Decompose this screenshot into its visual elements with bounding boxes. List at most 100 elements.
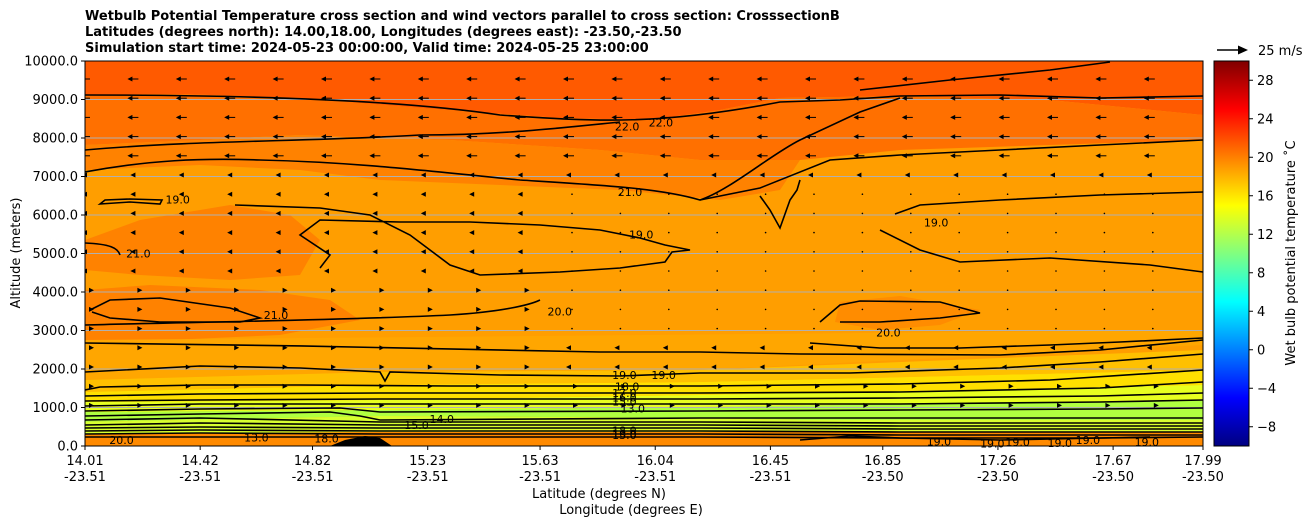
wind-vector	[420, 268, 426, 274]
wind-vector	[563, 134, 568, 140]
x-axis-label-latitude: Latitude (degrees N)	[532, 487, 666, 502]
wind-vector	[1055, 193, 1057, 195]
wind-vector	[466, 134, 472, 140]
y-tick-label: 7000.0	[33, 170, 79, 185]
wind-vector	[910, 251, 912, 253]
wind-vector	[1103, 327, 1106, 330]
wind-vector	[853, 134, 859, 140]
wind-vector	[808, 172, 813, 178]
colorbar-tick-label: 28	[1257, 74, 1274, 89]
wind-vector	[324, 268, 329, 274]
wind-vector	[1143, 114, 1149, 120]
wind-vector	[89, 345, 94, 351]
wind-vector	[420, 210, 426, 216]
wind-vector	[998, 95, 1004, 101]
wind-vector	[427, 402, 433, 408]
wind-vector	[910, 193, 912, 195]
wind-vector	[372, 210, 378, 216]
contour-label: 15.0	[404, 419, 429, 432]
wind-vector	[427, 364, 433, 370]
wind-vector	[524, 345, 530, 351]
wind-vector	[861, 270, 864, 272]
contour-line	[85, 399, 1203, 407]
wind-vector	[1001, 172, 1007, 178]
wind-vector	[1055, 212, 1057, 215]
contour-label: 19.0	[651, 369, 676, 382]
wind-vector	[427, 306, 433, 312]
wind-vector	[998, 134, 1004, 140]
wind-vector	[813, 327, 815, 330]
wind-vector	[130, 191, 136, 197]
wind-vector	[524, 306, 530, 312]
wind-vector	[998, 76, 1004, 82]
wind-vector	[466, 76, 472, 82]
contour-label: 19.0	[980, 437, 1005, 450]
wind-vector	[958, 231, 960, 234]
wind-vector	[1152, 251, 1154, 253]
wind-vector	[716, 327, 718, 330]
wind-vector	[901, 114, 907, 120]
contour-line	[85, 422, 1203, 427]
wind-vector	[321, 134, 326, 140]
contour-label: 21.0	[126, 248, 151, 261]
wind-vector	[524, 326, 530, 332]
wind-vector	[175, 114, 181, 120]
wind-vector	[275, 249, 281, 255]
wind-vector	[1098, 364, 1104, 370]
wind-vector	[282, 306, 288, 312]
wind-vector	[1055, 231, 1057, 234]
colorbar-tick-label: 4	[1257, 305, 1265, 320]
x-tick-label-lon: -23.50	[1092, 470, 1134, 485]
wind-vector	[813, 231, 815, 234]
wind-vector	[1103, 270, 1106, 272]
x-tick-label-lon: -23.51	[64, 470, 106, 485]
wind-vector	[324, 249, 329, 255]
wind-vector	[524, 287, 530, 293]
contour-line	[759, 179, 801, 230]
colorbar-tick-label: 12	[1257, 228, 1274, 243]
contour-label: 19.0	[1076, 434, 1101, 447]
wind-vector	[469, 230, 475, 236]
wind-vector	[331, 326, 336, 332]
wind-vector	[708, 134, 714, 140]
wind-vector	[1152, 289, 1154, 292]
wind-vector	[805, 134, 810, 140]
contour-label: 16.0	[612, 428, 637, 441]
colorbar-tick-label: 8	[1257, 266, 1265, 281]
wind-vector	[514, 76, 520, 82]
wind-vector	[1103, 308, 1106, 311]
x-tick-label-lat: 14.42	[182, 454, 219, 469]
contour-line	[85, 407, 1203, 413]
wind-vector	[863, 383, 869, 389]
wind-vector	[716, 251, 718, 253]
wind-vector	[960, 383, 966, 389]
contour-line	[85, 432, 1203, 436]
wind-vector	[805, 153, 810, 159]
wind-vector	[813, 212, 815, 215]
wind-vector	[813, 289, 815, 292]
wind-vector	[764, 270, 767, 272]
wind-vector	[89, 402, 94, 408]
wind-vector	[756, 153, 762, 159]
wind-vector	[324, 230, 329, 236]
wind-vector	[853, 95, 859, 101]
wind-vector	[904, 364, 910, 370]
wind-vector	[369, 153, 375, 159]
wind-vector	[861, 308, 864, 311]
wind-vector	[127, 114, 133, 120]
contour-label: 19.0	[629, 228, 654, 241]
wind-vector	[1105, 383, 1111, 389]
wind-vector	[185, 364, 191, 370]
wind-vector	[901, 134, 907, 140]
contour-line	[85, 97, 901, 201]
wind-vector	[619, 251, 622, 253]
wind-vector	[950, 134, 956, 140]
wind-vector	[234, 287, 240, 293]
wind-vector	[1001, 345, 1007, 351]
wind-vector	[137, 383, 143, 389]
wind-vector	[178, 191, 184, 197]
wind-vector	[856, 172, 862, 178]
wind-vector	[668, 327, 670, 330]
wind-vector	[1103, 193, 1106, 195]
wind-vector	[427, 287, 433, 293]
